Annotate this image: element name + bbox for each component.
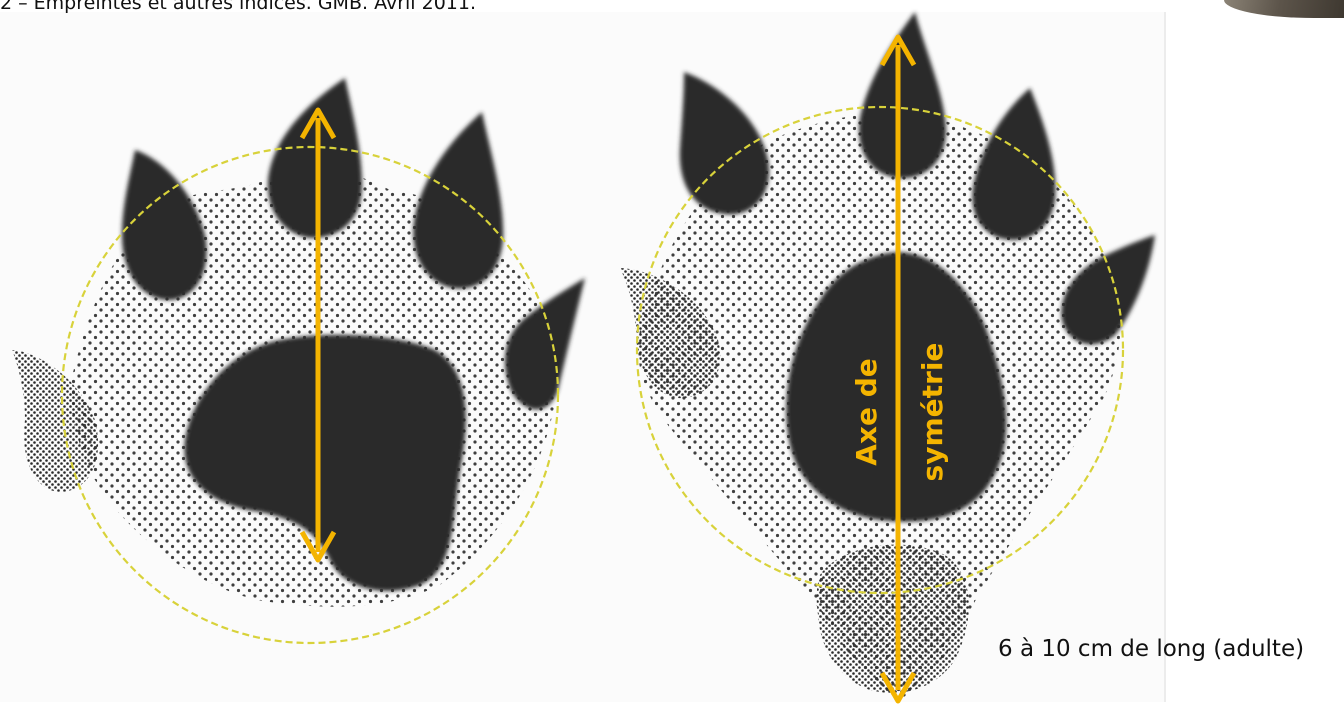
size-note: 6 à 10 cm de long (adulte) [998,636,1305,662]
front-toe-3 [267,78,362,238]
hind-toe-1 [620,268,721,399]
front-footprint [12,78,585,645]
axis-label-line-2: symétrie [916,343,949,482]
symmetry-axis-arrow [879,34,917,704]
hind-heel-pad [816,544,969,693]
axis-label-line-1: Axe de [850,358,883,466]
hind-toe-3 [859,12,946,179]
figure-caption: 2 – Empreintes et autres indices. GMB. A… [0,0,476,14]
hind-toe-2 [679,72,769,215]
hind-toe-5 [1061,235,1155,345]
figure-border [1164,12,1166,702]
front-toe-4 [413,112,504,289]
hind-toe-4 [972,88,1056,240]
front-main-pad [184,334,466,591]
corner-photo [1224,0,1344,18]
hind-reference-circle [635,105,1125,595]
front-toe-2 [122,150,207,300]
front-toe-5 [505,278,585,410]
hind-footprint: Axe de symétrie [620,12,1155,704]
front-length-arrow [299,107,337,563]
front-toe-1 [12,350,99,492]
front-reference-circle [60,145,560,645]
